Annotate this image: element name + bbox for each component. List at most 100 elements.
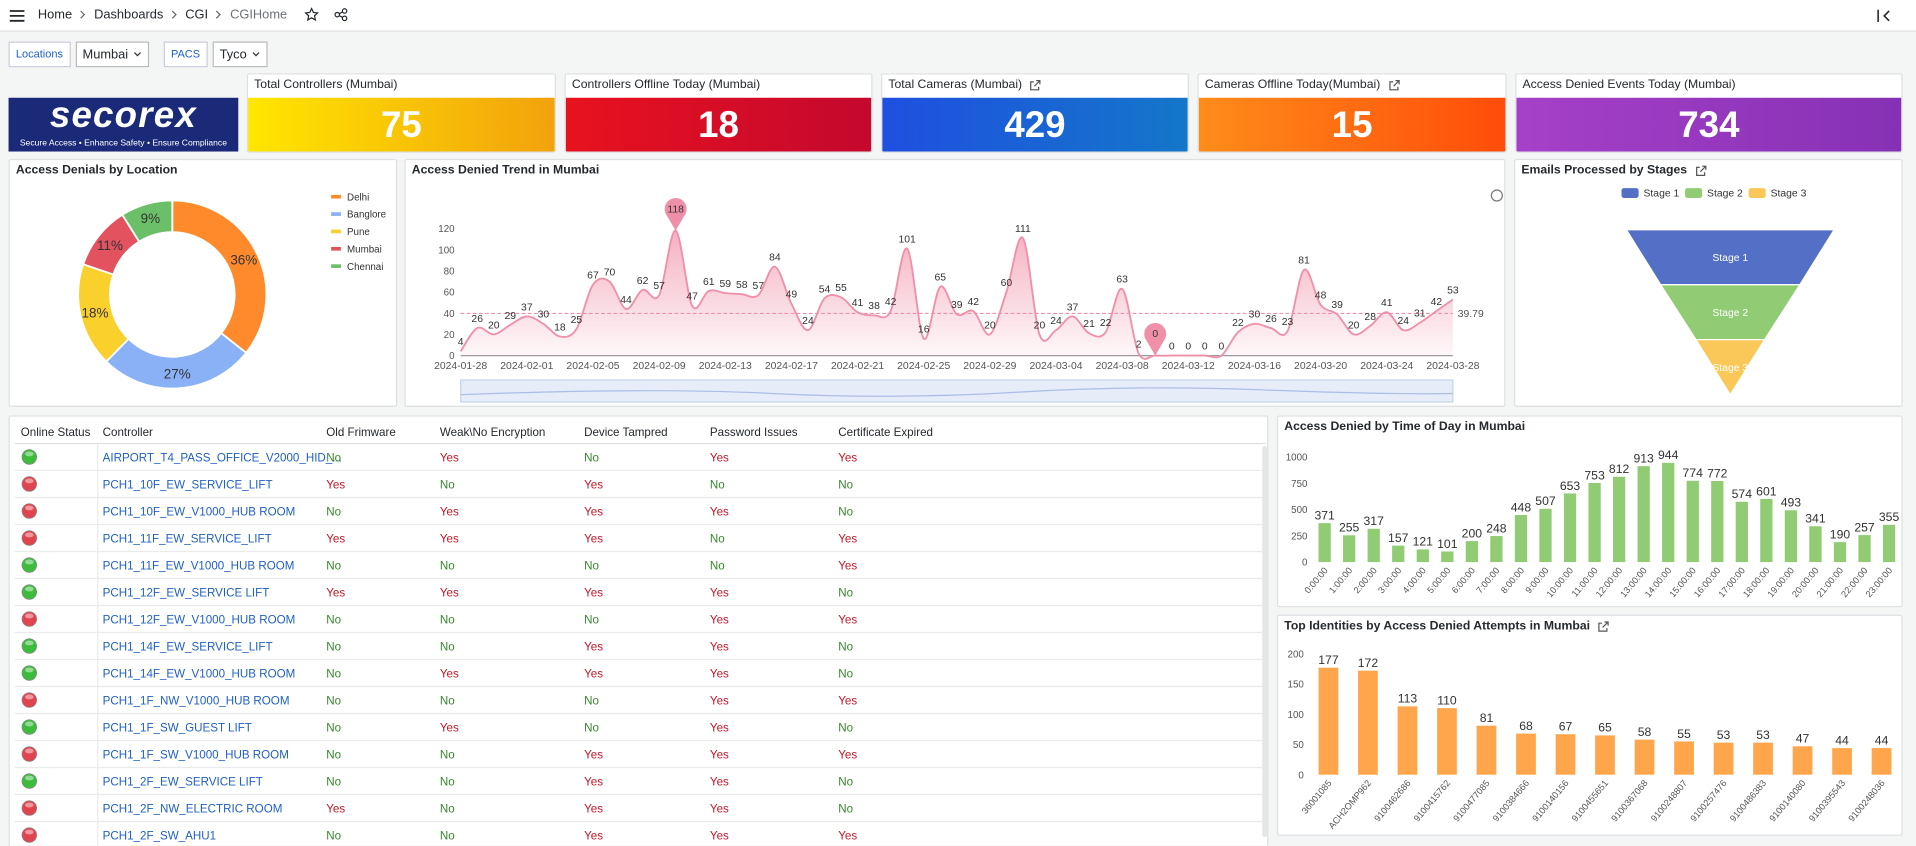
controller-link[interactable]: PCH1_2F_NW_ELECTRIC ROOM <box>103 802 283 815</box>
chart: 0 50 100 150 200 177 36001085 172 ACH2OMP962 113 9… <box>1288 649 1892 831</box>
controller-link[interactable]: PCH1_11F_EW_SERVICE_LIFT <box>103 532 272 545</box>
bar <box>1588 482 1601 563</box>
controller-link[interactable]: PCH1_10F_EW_V1000_HUB ROOM <box>103 505 296 518</box>
flag-cell: Yes <box>584 505 603 518</box>
value-label: 772 <box>1707 466 1728 480</box>
external-link-icon[interactable] <box>1388 79 1400 91</box>
external-link-icon[interactable] <box>1597 620 1609 632</box>
flag-cell: Yes <box>440 721 459 734</box>
external-link-icon[interactable] <box>1694 164 1706 176</box>
x-tick-label: 9100486383 <box>1728 778 1768 823</box>
menu-button[interactable] <box>9 9 26 24</box>
controller-link[interactable]: PCH1_1F_NW_V1000_HUB ROOM <box>103 694 290 707</box>
breadcrumb: Home Dashboards CGI CGIHome <box>38 7 348 22</box>
bar <box>1516 733 1536 775</box>
flag-cell: Yes <box>584 478 603 491</box>
share-button[interactable] <box>334 7 349 22</box>
value-label: 53 <box>1717 728 1731 742</box>
icon-shape <box>1695 164 1706 176</box>
breadcrumb-item[interactable]: Home <box>37 7 73 22</box>
chart: Stage 1 Stage 2 Stage 3 Stage 1 Stage 2 Stage… <box>1621 188 1836 396</box>
slice-label: 27% <box>164 367 191 382</box>
refresh-icon[interactable] <box>1490 189 1503 202</box>
controller-link[interactable]: PCH1_12F_EW_V1000_HUB ROOM <box>103 613 296 626</box>
column-header: Controller <box>103 426 153 439</box>
chart-title-row: Emails Processed by Stages <box>1521 164 1706 177</box>
breadcrumb-item[interactable]: CGI <box>185 7 209 22</box>
bar <box>1490 536 1503 563</box>
value-label: 48 <box>1315 291 1327 302</box>
y-tick-label: 750 <box>1291 479 1308 490</box>
x-tick-label: 9100395543 <box>1807 778 1847 823</box>
y-tick-label: 20 <box>444 330 455 341</box>
stat-value: 75 <box>381 104 422 145</box>
controller-link[interactable]: PCH1_2F_SW_AHU1 <box>103 829 216 842</box>
y-tick-label: 150 <box>1288 680 1305 691</box>
value-label: 30 <box>1249 310 1261 321</box>
controller-link[interactable]: AIRPORT_T4_PASS_OFFICE_V2000_HID_... <box>103 451 342 464</box>
flag-cell: Yes <box>710 667 729 680</box>
flag-cell: No <box>326 829 341 842</box>
external-link-icon[interactable] <box>1029 79 1042 91</box>
flag-cell: Yes <box>584 829 603 842</box>
star-button[interactable] <box>304 7 319 22</box>
controller-link[interactable]: PCH1_1F_SW_V1000_HUB ROOM <box>103 748 289 761</box>
x-tick-label: 5:00:00 <box>1425 566 1452 596</box>
logo-name: secorex <box>49 95 197 136</box>
status-shine <box>25 721 34 727</box>
flag-cell: Yes <box>838 694 857 707</box>
separator <box>80 10 86 19</box>
value-label: 42 <box>968 297 980 308</box>
value-label: 20 <box>1034 320 1046 331</box>
bar <box>1713 742 1734 775</box>
bar <box>1760 498 1773 563</box>
separator <box>171 10 177 19</box>
flag-cell: No <box>838 640 853 653</box>
controller-link[interactable]: PCH1_10F_EW_SERVICE_LIFT <box>103 478 273 491</box>
value-label: 0 <box>1169 341 1175 352</box>
status-indicator <box>21 530 38 546</box>
flag-cell: No <box>326 451 341 464</box>
x-tick-label: 9100455651 <box>1570 778 1610 823</box>
zoom-slider[interactable] <box>460 379 1454 403</box>
value-label: 44 <box>1875 733 1889 747</box>
flag-cell: No <box>440 613 455 626</box>
breadcrumb-item: CGIHome <box>230 7 288 22</box>
bar <box>1686 480 1699 563</box>
flag-cell: Yes <box>838 613 857 626</box>
flag-cell: Yes <box>710 802 729 815</box>
caret <box>252 52 260 57</box>
controller-link[interactable]: PCH1_14F_EW_V1000_HUB ROOM <box>103 667 296 680</box>
y-tick-label: 40 <box>444 309 455 320</box>
x-tick-label: 36001085 <box>1300 778 1334 816</box>
legend-label: Stage 3 <box>1771 189 1807 200</box>
controller-link[interactable]: PCH1_2F_EW_SERVICE LIFT <box>103 775 263 788</box>
legend-label: Stage 1 <box>1644 189 1680 200</box>
value-label: 371 <box>1314 508 1335 522</box>
controller-link[interactable]: PCH1_1F_SW_GUEST LIFT <box>103 721 252 734</box>
status-shine <box>25 478 34 484</box>
controller-link[interactable]: PCH1_11F_EW_V1000_HUB ROOM <box>103 559 295 572</box>
status-indicator <box>21 503 38 519</box>
flag-cell: No <box>326 775 341 788</box>
y-tick-label: 0 <box>1302 558 1308 569</box>
y-tick-label: 250 <box>1291 531 1308 542</box>
bar <box>1637 466 1650 563</box>
value-label: 121 <box>1413 535 1434 549</box>
filter-dropdown[interactable]: Mumbai <box>75 41 149 68</box>
controller-link[interactable]: PCH1_14F_EW_SERVICE_LIFT <box>103 640 273 653</box>
value-label: 341 <box>1805 512 1826 526</box>
status-shine <box>25 667 34 673</box>
status-indicator <box>21 449 38 465</box>
controller-link[interactable]: PCH1_12F_EW_SERVICE LIFT <box>103 586 270 599</box>
chart-panel: 0 250 500 750 1000 371 0:00:00 255 1:00:00 317 2:0… <box>1276 415 1903 608</box>
collapse-button[interactable] <box>1874 9 1891 24</box>
value-label: 257 <box>1854 520 1875 534</box>
filter-dropdown[interactable]: Tyco <box>212 41 268 68</box>
breadcrumb-item[interactable]: Dashboards <box>94 7 164 22</box>
value-label: 18 <box>554 322 566 333</box>
x-tick-label: 2024-03-16 <box>1228 361 1281 372</box>
pin-label: 0 <box>1152 329 1158 340</box>
value-label: 39 <box>1331 300 1343 311</box>
flag-cell: Yes <box>710 586 729 599</box>
